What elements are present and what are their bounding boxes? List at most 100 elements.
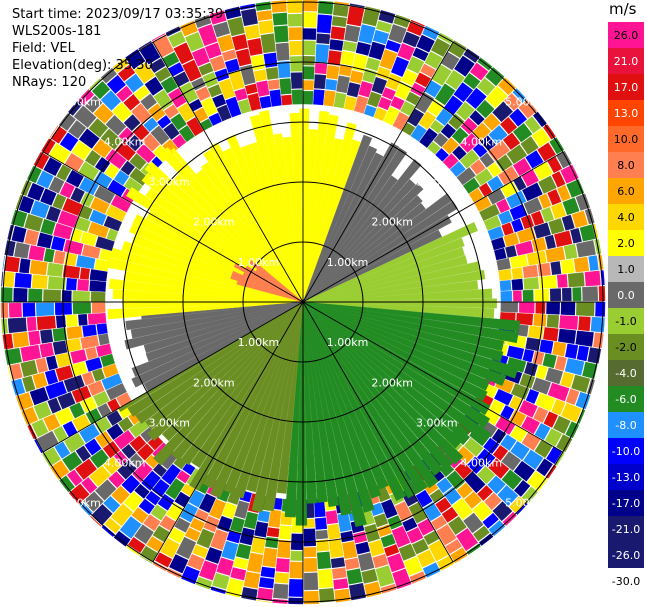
range-gate	[106, 410, 123, 426]
range-gate	[100, 67, 118, 84]
range-gate	[327, 523, 341, 540]
range-gate	[97, 403, 112, 418]
range-gate	[485, 67, 505, 87]
range-gate	[233, 557, 249, 570]
range-gate	[244, 24, 261, 40]
range-gate	[516, 502, 528, 515]
range-gate	[501, 222, 514, 236]
range-gate	[216, 104, 232, 122]
range-gate	[116, 392, 132, 408]
range-gate	[469, 62, 489, 81]
range-gate	[247, 38, 263, 56]
range-gate	[397, 43, 415, 61]
range-gate	[500, 434, 517, 451]
range-gate	[327, 50, 342, 66]
range-gate	[186, 117, 204, 137]
range-gate	[198, 24, 218, 47]
range-gate	[364, 523, 381, 543]
range-gate	[453, 82, 474, 103]
range-gate	[443, 487, 462, 505]
range-gate	[370, 502, 384, 517]
range-gate	[187, 553, 205, 571]
range-gate	[7, 317, 27, 334]
range-gate	[152, 525, 171, 543]
range-gate	[303, 557, 318, 572]
range-gate	[160, 76, 178, 94]
range-gate	[349, 3, 365, 8]
range-gate	[239, 527, 255, 546]
range-gate	[472, 142, 488, 158]
range-gate	[103, 215, 123, 232]
range-gate	[381, 87, 396, 101]
range-gate	[106, 74, 126, 94]
range-gate	[12, 331, 30, 348]
range-gate	[331, 16, 347, 28]
range-gate	[401, 69, 418, 86]
range-gate	[260, 33, 276, 54]
colorbar-tick-label: 6.0	[617, 185, 635, 198]
range-gate	[105, 204, 127, 222]
range-gate	[316, 33, 331, 45]
range-gate	[84, 95, 103, 113]
range-gate	[440, 123, 457, 139]
range-gate	[330, 557, 346, 569]
range-gate	[275, 42, 290, 61]
range-gate	[150, 504, 168, 521]
range-gate	[532, 377, 552, 395]
range-gate	[384, 544, 400, 557]
range-gate	[488, 520, 506, 537]
azimuth-spoke	[302, 301, 564, 453]
azimuth-spoke	[42, 301, 304, 453]
range-gate	[104, 163, 120, 179]
range-gate	[332, 567, 347, 580]
range-gate	[489, 399, 505, 415]
ring-label: 5.00km	[59, 95, 101, 108]
range-gate	[47, 397, 62, 414]
range-gate	[241, 587, 258, 601]
range-gate	[95, 236, 115, 251]
range-gate	[64, 432, 86, 453]
azimuth-spoke	[152, 301, 304, 563]
range-gate	[510, 440, 530, 461]
range-gate	[52, 340, 68, 355]
range-gate	[163, 122, 180, 140]
range-gate	[59, 181, 75, 199]
range-gate	[288, 27, 303, 41]
range-gate	[66, 277, 77, 291]
range-gate	[346, 82, 361, 98]
range-gate	[250, 54, 266, 71]
colorbar-tick-label: 4.0	[617, 211, 635, 224]
range-gate	[133, 85, 150, 101]
range-gate	[511, 218, 524, 233]
range-gate	[379, 49, 398, 70]
range-gate	[492, 501, 513, 522]
range-gate	[237, 99, 252, 114]
range-gate	[483, 113, 501, 131]
range-gate	[87, 380, 105, 397]
range-gate	[336, 75, 350, 94]
range-gate	[287, 13, 303, 27]
range-gate	[105, 383, 127, 401]
range-gate	[68, 100, 83, 116]
range-gate	[552, 341, 567, 357]
range-gate	[349, 70, 364, 84]
range-gate	[346, 6, 365, 27]
range-gate	[476, 77, 496, 96]
range-gate	[52, 327, 67, 342]
range-gate	[502, 132, 521, 150]
range-gate	[418, 111, 437, 130]
range-gate	[424, 51, 443, 70]
range-gate	[422, 562, 441, 578]
range-gate	[371, 76, 388, 95]
range-gate	[75, 216, 91, 233]
range-gate	[113, 530, 131, 547]
range-gate	[68, 483, 90, 505]
range-gate	[169, 554, 189, 574]
range-gate	[176, 536, 197, 560]
range-gate	[554, 355, 567, 371]
ring-label: 5.00km	[59, 497, 101, 510]
range-gate	[234, 88, 248, 102]
range-gate	[173, 42, 194, 65]
range-gate	[143, 117, 159, 133]
